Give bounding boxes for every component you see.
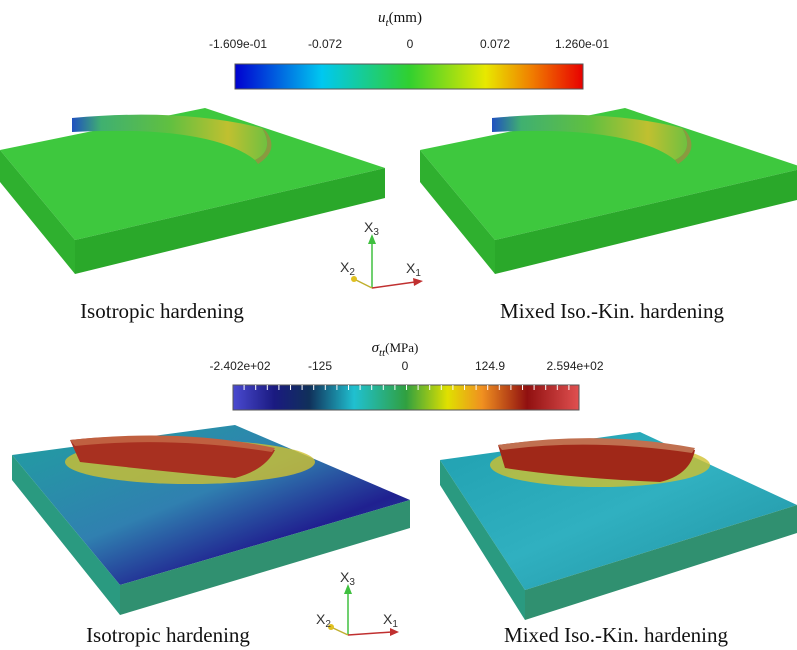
axis-label: X1 [383, 611, 398, 630]
caption: Isotropic hardening [80, 299, 244, 323]
axes-triad: X3 X2 X1 [340, 219, 423, 288]
plate-render [0, 108, 385, 274]
colorbar-tick-label: 1.260e-01 [555, 37, 609, 51]
colorbar-title: ut(mm) [378, 10, 422, 29]
caption: Isotropic hardening [86, 623, 250, 647]
colorbar-tick-label: -0.072 [308, 37, 342, 51]
caption: Mixed Iso.-Kin. hardening [504, 623, 728, 647]
colorbar-tick-label: 2.594e+02 [546, 359, 603, 373]
plate-render [420, 108, 797, 274]
plate-render [440, 432, 797, 620]
colorbar-tick-label: 0 [402, 359, 409, 373]
axis-label: X1 [406, 260, 421, 279]
caption: Mixed Iso.-Kin. hardening [500, 299, 724, 323]
colorbar-minor-ticks [233, 385, 579, 391]
colorbar-tick-label: 0.072 [480, 37, 510, 51]
colorbar-tick-label: -2.402e+02 [209, 359, 270, 373]
axis-label: X2 [340, 259, 355, 278]
colorbar-tick-label: -125 [308, 359, 332, 373]
colorbar-tick-label: 0 [407, 37, 414, 51]
axes-triad: X3 X2 X1 [316, 569, 399, 636]
colorbar-tick-label: -1.609e-01 [209, 37, 267, 51]
colorbar-minor-ticks [235, 64, 583, 70]
axis-label: X2 [316, 611, 331, 630]
figure: ut(mm) -1.609e-01 -0.072 0 0.072 1.260e-… [0, 0, 797, 650]
colorbar-title: σtt(MPa) [372, 340, 419, 359]
colorbar-tick-label: 124.9 [475, 359, 505, 373]
